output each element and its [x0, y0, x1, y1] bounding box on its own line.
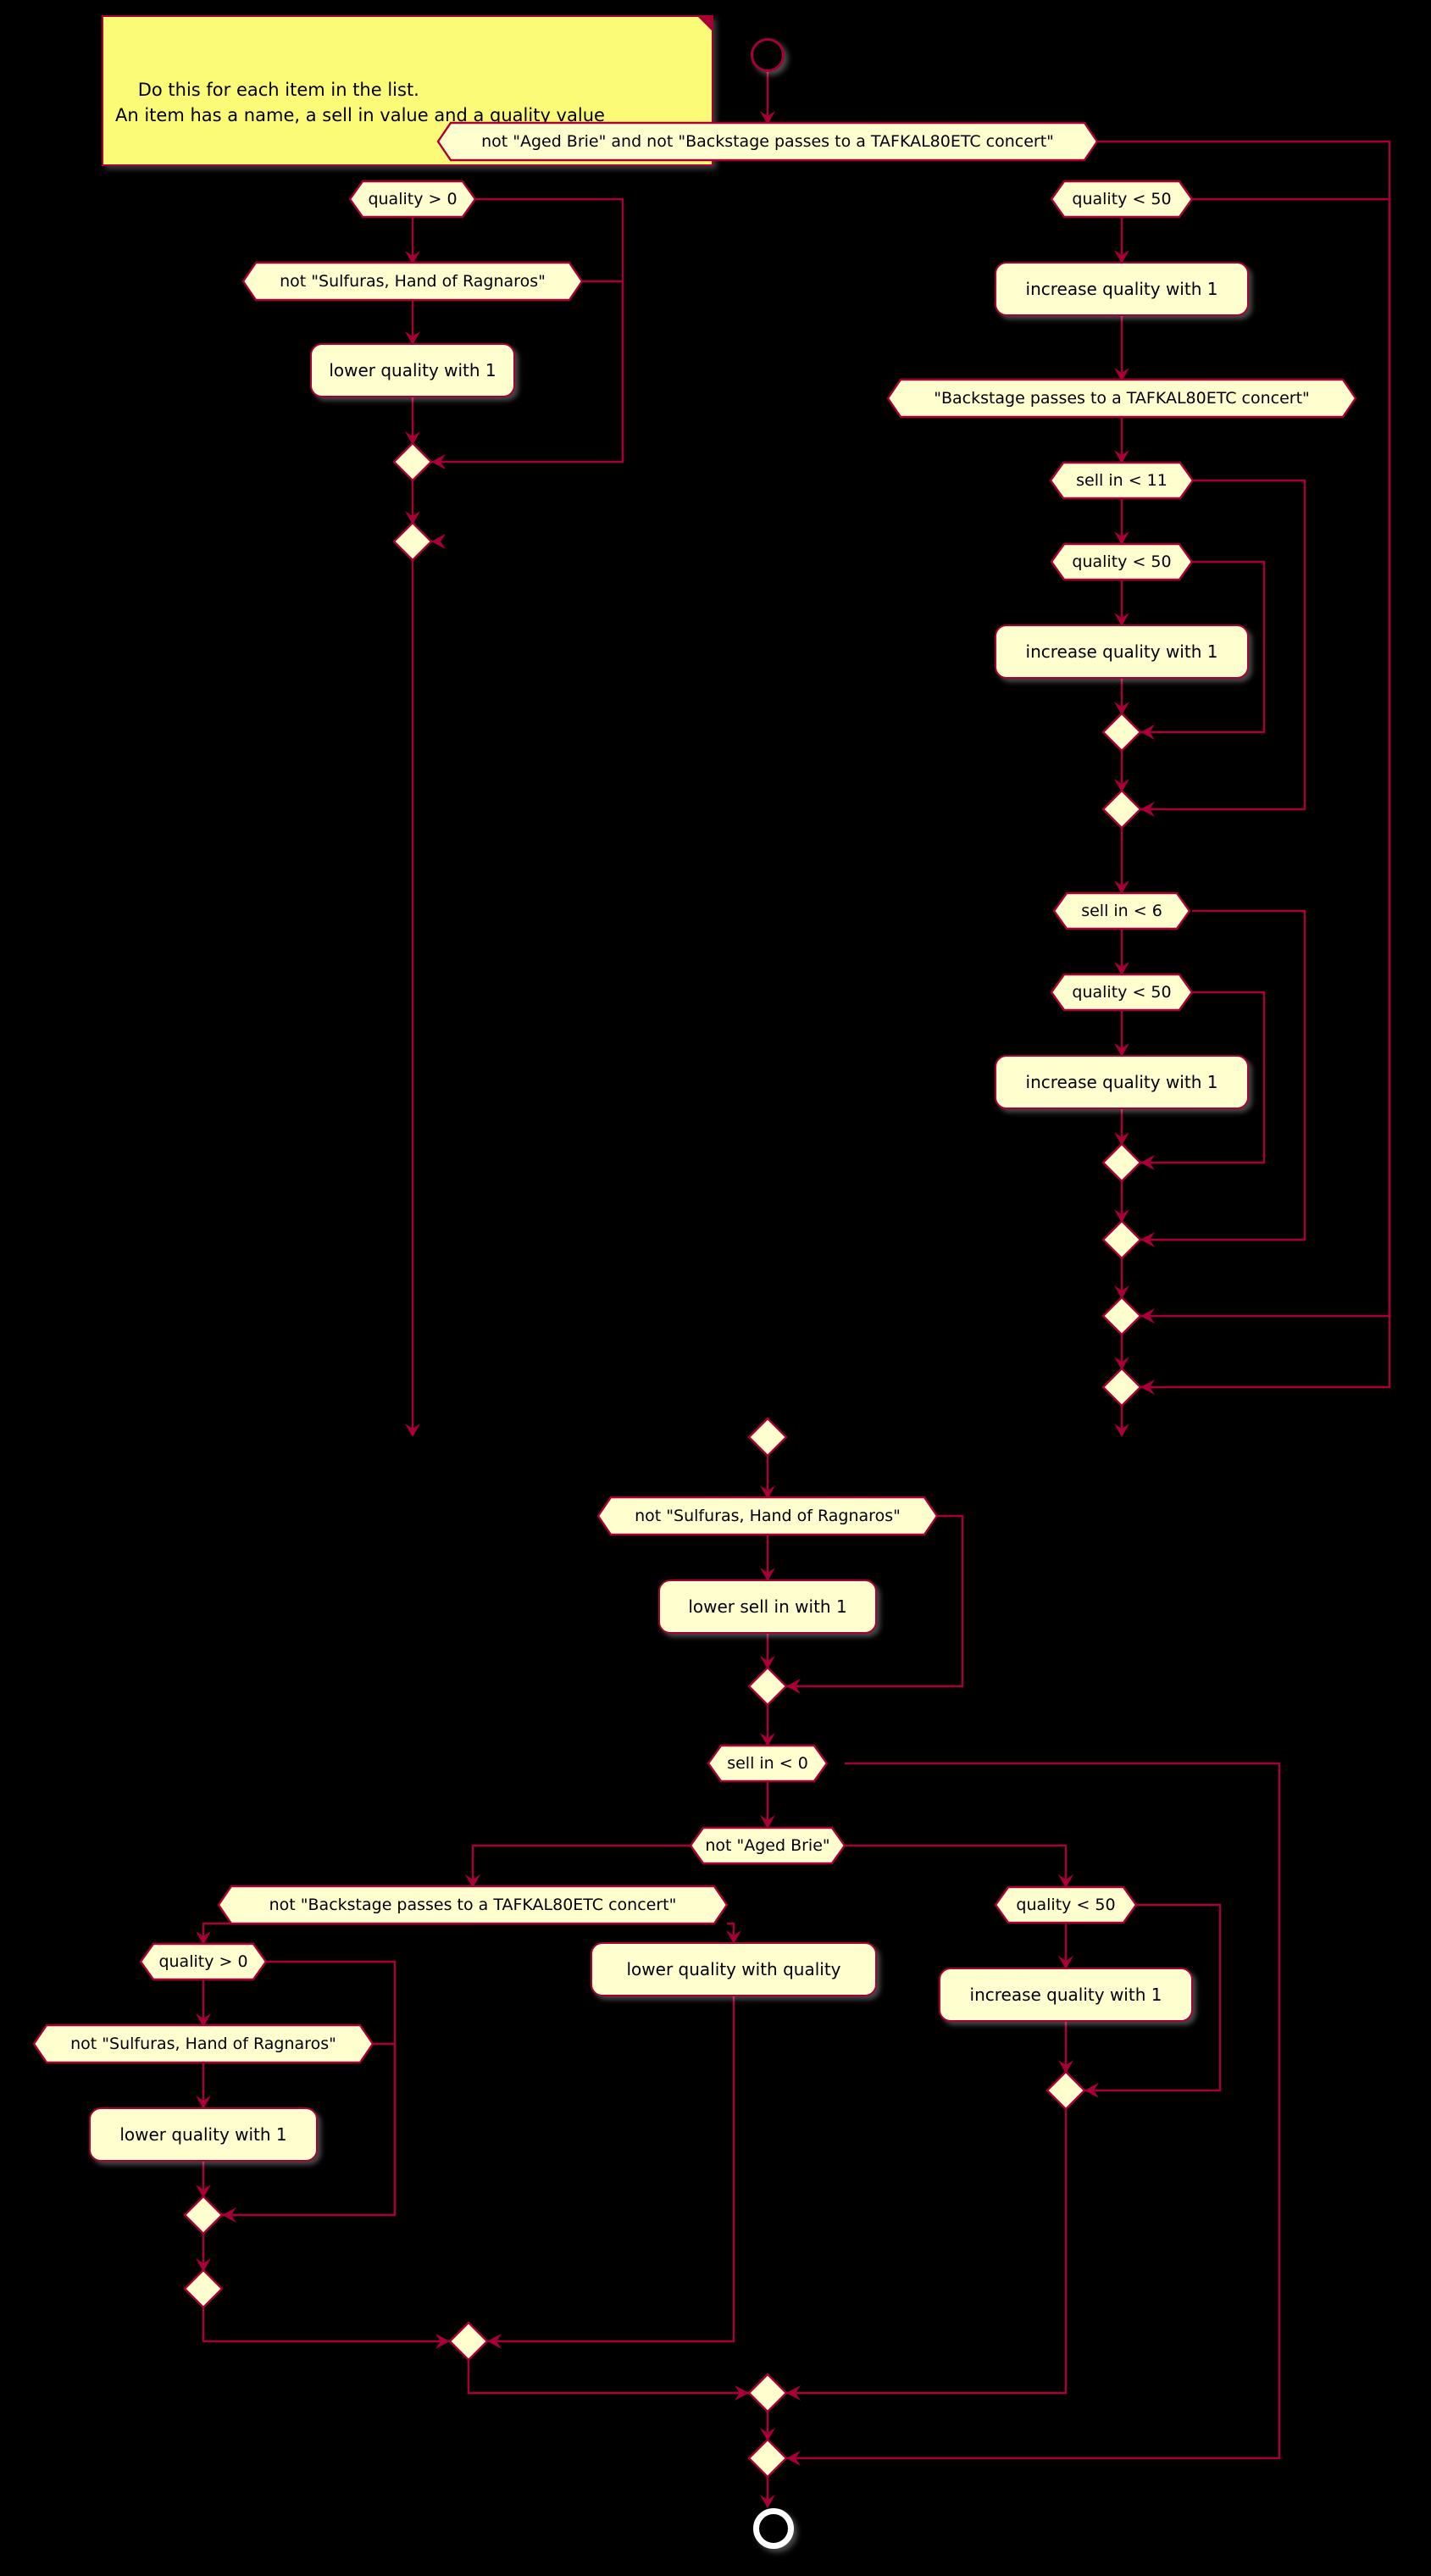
- condition-label: quality < 50: [1072, 983, 1172, 1002]
- arrowhead: [760, 1815, 775, 1829]
- condition-node[interactable]: not "Aged Brie": [689, 1826, 846, 1865]
- merge-diamond: [1101, 712, 1145, 756]
- activity-label: increase quality with 1: [1025, 641, 1218, 662]
- arrowhead: [1114, 962, 1129, 975]
- activity-label: lower quality with 1: [329, 360, 496, 380]
- arrowhead: [196, 1931, 211, 1945]
- arrowhead: [405, 1424, 420, 1437]
- condition-node[interactable]: quality < 50: [1050, 973, 1194, 1012]
- condition-label: not "Aged Brie" and not "Backstage passe…: [481, 132, 1054, 151]
- condition-label: quality < 50: [1072, 552, 1172, 571]
- activity-label: lower sell in with 1: [688, 1596, 847, 1617]
- connector: [487, 1996, 735, 2343]
- activity-node[interactable]: lower quality with 1: [89, 2107, 318, 2162]
- activity-label: lower quality with 1: [119, 2124, 287, 2145]
- condition-label: "Backstage passes to a TAFKAL80ETC conce…: [934, 389, 1310, 408]
- condition-node[interactable]: "Backstage passes to a TAFKAL80ETC conce…: [886, 378, 1357, 419]
- condition-label: quality > 0: [158, 1952, 248, 1971]
- condition-node[interactable]: sell in < 11: [1049, 461, 1195, 500]
- arrowhead: [760, 1733, 775, 1746]
- condition-label: not "Sulfuras, Hand of Ragnaros": [70, 2035, 336, 2053]
- activity-label: increase quality with 1: [1025, 279, 1218, 299]
- activity-node[interactable]: increase quality with 1: [939, 1968, 1193, 2022]
- condition-node[interactable]: quality < 50: [1050, 542, 1194, 581]
- merge-diamond: [1101, 1142, 1145, 1186]
- condition-label: quality < 50: [1016, 1896, 1116, 1914]
- arrowhead: [1114, 880, 1129, 894]
- activity-node[interactable]: increase quality with 1: [995, 262, 1249, 316]
- arrowhead: [435, 2334, 450, 2349]
- condition-node[interactable]: sell in < 6: [1052, 891, 1191, 930]
- note-text: Do this for each item in the list. An it…: [115, 79, 605, 126]
- arrowhead: [735, 2385, 749, 2401]
- activity-node[interactable]: lower quality with quality: [591, 1942, 877, 1996]
- condition-node[interactable]: not "Sulfuras, Hand of Ragnaros": [596, 1496, 939, 1536]
- merge-diamond: [392, 441, 436, 486]
- arrowhead: [760, 2495, 775, 2508]
- merge-diamond: [1101, 789, 1145, 833]
- activity-label: lower quality with quality: [626, 1959, 841, 1979]
- connector: [431, 197, 624, 464]
- merge-diamond: [448, 2321, 492, 2365]
- condition-node[interactable]: quality > 0: [348, 180, 477, 219]
- connector: [467, 2360, 749, 2395]
- connector: [222, 1960, 397, 2217]
- merge-diamond: [1101, 1367, 1145, 1411]
- note-fold-icon: [698, 17, 712, 31]
- condition-node[interactable]: quality < 50: [994, 1885, 1138, 1924]
- condition-node[interactable]: not "Backstage passes to a TAFKAL80ETC c…: [217, 1885, 729, 1925]
- merge-diamond: [747, 2438, 791, 2482]
- condition-label: sell in < 0: [727, 1754, 808, 1773]
- condition-node[interactable]: not "Sulfuras, Hand of Ragnaros": [241, 261, 584, 302]
- merge-diamond: [183, 2195, 227, 2239]
- merge-diamond: [747, 1666, 791, 1710]
- activity-label: increase quality with 1: [969, 1985, 1162, 2005]
- merge-diamond: [392, 521, 436, 565]
- activity-node[interactable]: increase quality with 1: [995, 625, 1249, 679]
- condition-node[interactable]: sell in < 0: [707, 1744, 829, 1783]
- condition-label: not "Sulfuras, Hand of Ragnaros": [635, 1507, 901, 1525]
- arrowhead: [1114, 1424, 1129, 1437]
- activity-node[interactable]: lower sell in with 1: [658, 1579, 877, 1634]
- start-node[interactable]: [751, 38, 785, 72]
- merge-diamond: [1046, 2070, 1090, 2114]
- connector: [373, 2042, 397, 2215]
- condition-node[interactable]: quality < 50: [1050, 180, 1194, 219]
- condition-node[interactable]: not "Aged Brie" and not "Backstage passe…: [436, 121, 1099, 162]
- merge-diamond: [1101, 1296, 1145, 1340]
- condition-label: not "Aged Brie": [705, 1836, 830, 1855]
- arrowhead: [1058, 1874, 1073, 1888]
- activity-label: increase quality with 1: [1025, 1072, 1218, 1092]
- connector: [786, 2109, 1068, 2395]
- condition-label: sell in < 6: [1081, 902, 1162, 920]
- merge-diamond: [183, 2268, 227, 2312]
- condition-node[interactable]: quality > 0: [139, 1942, 268, 1981]
- connector: [582, 280, 624, 462]
- connector: [202, 2307, 450, 2343]
- condition-label: quality > 0: [368, 190, 458, 208]
- merge-diamond: [747, 1417, 791, 1461]
- arrowhead: [1114, 531, 1129, 545]
- arrowhead: [1114, 450, 1129, 464]
- end-node[interactable]: [753, 2508, 794, 2549]
- merge-diamond: [747, 2373, 791, 2417]
- condition-node[interactable]: not "Sulfuras, Hand of Ragnaros": [32, 2024, 374, 2064]
- condition-label: quality < 50: [1072, 190, 1172, 208]
- connector: [471, 1844, 691, 1886]
- connector: [845, 1844, 1068, 1886]
- condition-label: not "Sulfuras, Hand of Ragnaros": [280, 272, 546, 291]
- merge-diamond: [1101, 1219, 1145, 1263]
- condition-label: sell in < 11: [1076, 471, 1168, 490]
- activity-node[interactable]: increase quality with 1: [995, 1055, 1249, 1109]
- connector: [786, 1762, 1281, 2460]
- activity-node[interactable]: lower quality with 1: [310, 343, 515, 397]
- condition-label: not "Backstage passes to a TAFKAL80ETC c…: [269, 1896, 677, 1914]
- connector: [1140, 197, 1391, 1389]
